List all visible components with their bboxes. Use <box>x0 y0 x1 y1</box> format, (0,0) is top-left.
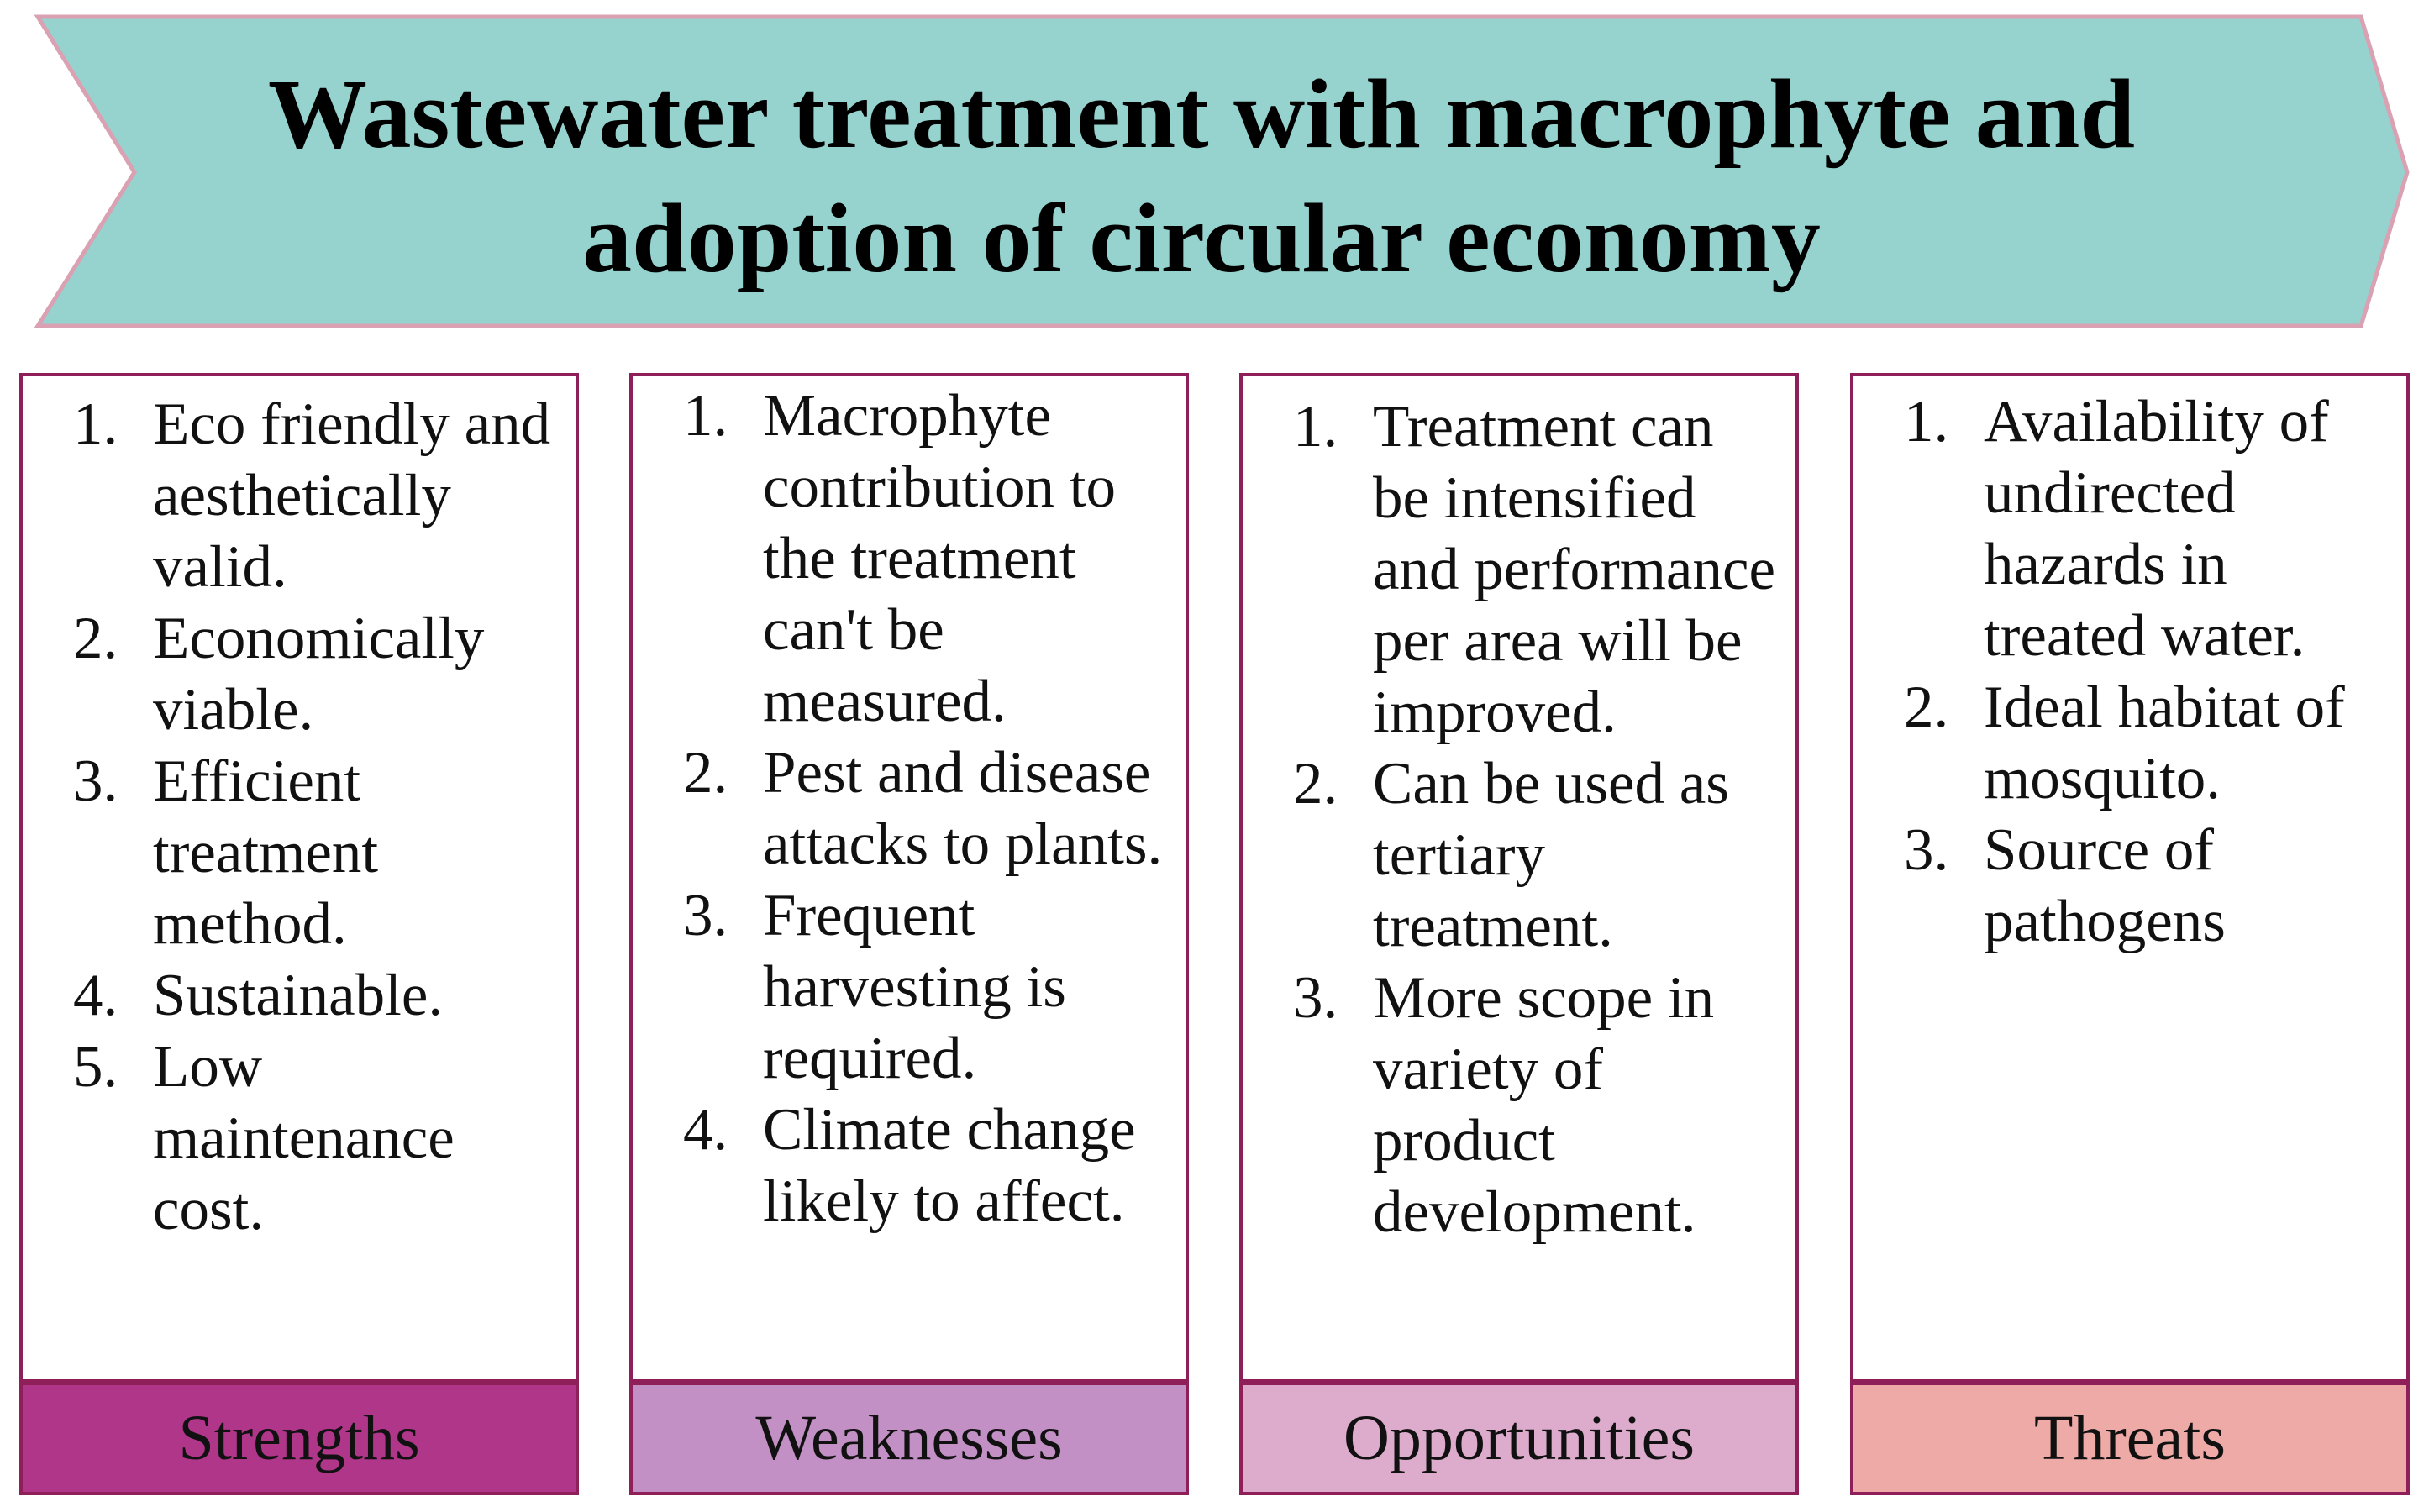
item-number: 3. <box>683 883 728 948</box>
item-number: 3. <box>1904 817 1949 883</box>
weaknesses-list: 1. Macrophyte contribution to the treatme… <box>633 381 1186 1237</box>
item-text: Low maintenance cost. <box>153 1034 455 1242</box>
banner-title-line-2: adoption of circular economy <box>582 183 1821 293</box>
list-item: 4. Sustainable. <box>23 960 576 1032</box>
item-number: 1. <box>683 383 728 449</box>
item-text: Treatment can be intensified and perform… <box>1373 394 1775 745</box>
weaknesses-box: 1. Macrophyte contribution to the treatme… <box>629 373 1189 1383</box>
banner-chevron-shape <box>34 14 2410 328</box>
item-text: Source of pathogens <box>1984 817 2226 954</box>
opportunities-box: 1. Treatment can be intensified and perfo… <box>1239 373 1799 1383</box>
item-number: 5. <box>73 1034 118 1100</box>
item-number: 4. <box>683 1097 728 1163</box>
threats-list: 1. Availability of undirected hazards in … <box>1853 386 2406 958</box>
item-text: Frequent harvesting is required. <box>763 883 1066 1091</box>
title-banner: Wastewater treatment with macrophyte and… <box>0 0 2429 344</box>
item-text: Eco friendly and aesthetically valid. <box>153 391 551 600</box>
threats-box: 1. Availability of undirected hazards in … <box>1850 373 2410 1383</box>
banner-title: Wastewater treatment with macrophyte and… <box>193 52 2210 301</box>
list-item: 5. Low maintenance cost. <box>23 1032 576 1246</box>
list-item: 3. More scope in variety of product devel… <box>1243 963 1795 1248</box>
item-text: More scope in variety of product develop… <box>1373 965 1715 1245</box>
strengths-box: 1. Eco friendly and aesthetically valid. … <box>19 373 579 1383</box>
list-item: 3. Source of pathogens <box>1853 815 2406 958</box>
banner-title-line-1: Wastewater treatment with macrophyte and <box>267 59 2135 169</box>
item-text: Availability of undirected hazards in tr… <box>1984 389 2329 669</box>
list-item: 2. Ideal habitat of mosquito. <box>1853 672 2406 815</box>
list-item: 1. Macrophyte contribution to the treatme… <box>633 381 1186 738</box>
item-number: 2. <box>683 740 728 806</box>
item-text: Ideal habitat of mosquito. <box>1984 675 2345 811</box>
list-item: 1. Availability of undirected hazards in … <box>1853 386 2406 672</box>
banner-chevron <box>34 14 2410 328</box>
threats-label: Threats <box>1850 1383 2410 1495</box>
strengths-list: 1. Eco friendly and aesthetically valid. … <box>23 389 576 1246</box>
weaknesses-label: Weaknesses <box>629 1383 1189 1495</box>
item-number: 2. <box>73 606 118 671</box>
item-text: Sustainable. <box>153 963 444 1028</box>
list-item: 3. Efficient treatment method. <box>23 746 576 960</box>
item-text: Economically viable. <box>153 606 485 743</box>
opportunities-label: Opportunities <box>1239 1383 1799 1495</box>
item-number: 2. <box>1904 675 1949 740</box>
list-item: 2. Can be used as tertiary treatment. <box>1243 748 1795 963</box>
list-item: 1. Treatment can be intensified and perfo… <box>1243 391 1795 748</box>
list-item: 2. Economically viable. <box>23 603 576 746</box>
item-number: 3. <box>1293 965 1338 1031</box>
threats-column: 1. Availability of undirected hazards in … <box>1850 373 2410 1497</box>
item-number: 3. <box>73 748 118 814</box>
opportunities-list: 1. Treatment can be intensified and perfo… <box>1243 391 1795 1248</box>
opportunities-column: 1. Treatment can be intensified and perfo… <box>1239 373 1799 1497</box>
item-number: 2. <box>1293 751 1338 816</box>
item-text: Climate change likely to affect. <box>763 1097 1136 1234</box>
list-item: 1. Eco friendly and aesthetically valid. <box>23 389 576 603</box>
item-text: Can be used as tertiary treatment. <box>1373 751 1729 959</box>
list-item: 2. Pest and disease attacks to plants. <box>633 738 1186 880</box>
list-item: 4. Climate change likely to affect. <box>633 1095 1186 1237</box>
item-text: Macrophyte contribution to the treatment… <box>763 383 1117 734</box>
strengths-column: 1. Eco friendly and aesthetically valid. … <box>19 373 579 1497</box>
weaknesses-column: 1. Macrophyte contribution to the treatme… <box>629 373 1189 1497</box>
item-number: 4. <box>73 963 118 1028</box>
item-number: 1. <box>73 391 118 457</box>
item-text: Efficient treatment method. <box>153 748 379 957</box>
item-text: Pest and disease attacks to plants. <box>763 740 1163 877</box>
item-number: 1. <box>1293 394 1338 459</box>
list-item: 3. Frequent harvesting is required. <box>633 880 1186 1095</box>
strengths-label: Strengths <box>19 1383 579 1495</box>
item-number: 1. <box>1904 389 1949 454</box>
